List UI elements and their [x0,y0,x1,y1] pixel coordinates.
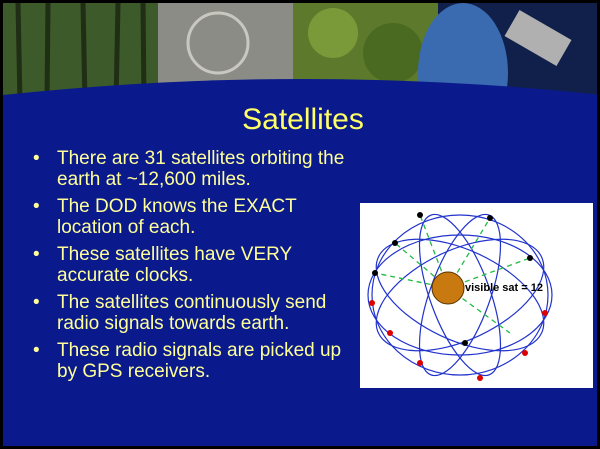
bullet-item: The satellites continuously send radio s… [31,292,361,334]
bullet-item: The DOD knows the EXACT location of each… [31,196,361,238]
slide-title: Satellites [3,103,600,137]
bullet-item: There are 31 satellites orbiting the ear… [31,148,361,190]
satellite-orbit-figure: visible sat = 12 [360,203,593,388]
banner-images [3,3,600,103]
bullet-item: These radio signals are picked up by GPS… [31,340,361,382]
slide: Satellites There are 31 satellites orbit… [0,0,600,449]
bullet-list: There are 31 satellites orbiting the ear… [31,148,361,388]
figure-label: visible sat = 12 [465,282,543,294]
bullet-item: These satellites have VERY accurate cloc… [31,244,361,286]
